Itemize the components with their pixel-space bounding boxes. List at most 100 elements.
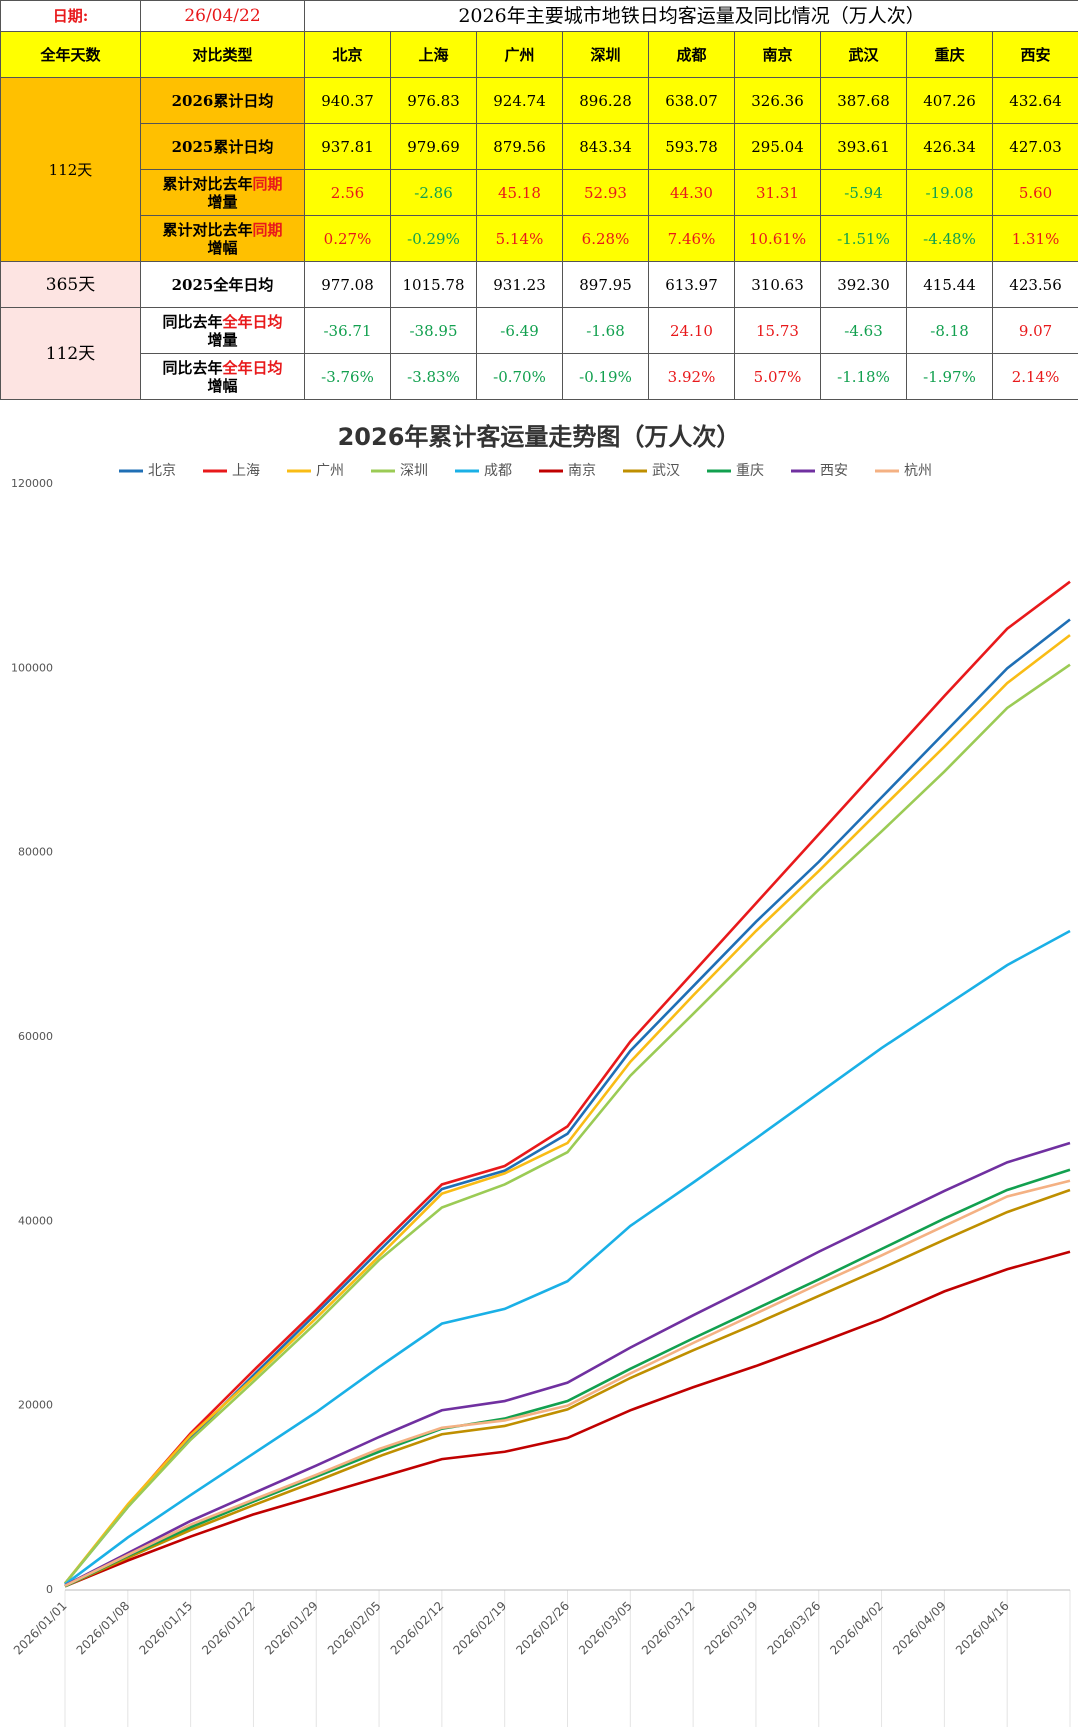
type-text: 同比去年 [162,313,222,331]
header-cell: 西安 [993,32,1078,78]
value-cell: 5.14% [477,216,563,262]
type-cell: 2026累计日均 [141,78,305,124]
series-line [65,1252,1070,1587]
type-text: 累计对比去年 [162,221,252,239]
value-cell: -4.63 [821,308,907,354]
header-cell: 北京 [305,32,391,78]
type-text: 全年日均 [223,359,283,377]
days-cell: 365天 [1,262,141,308]
value-cell: 979.69 [391,124,477,170]
legend-label: 西安 [820,463,848,479]
value-cell: 924.74 [477,78,563,124]
x-tick-label: 2026/01/08 [74,1599,133,1658]
header-cell: 武汉 [821,32,907,78]
type-text: 增幅 [207,239,237,257]
legend-label: 重庆 [736,463,764,479]
value-cell: 937.81 [305,124,391,170]
header-cell: 重庆 [907,32,993,78]
legend-label: 武汉 [652,463,680,479]
type-cell: 同比去年全年日均增量 [141,308,305,354]
value-cell: -4.48% [907,216,993,262]
header-cell: 广州 [477,32,563,78]
table-title: 2026年主要城市地铁日均客运量及同比情况（万人次） [305,1,1078,32]
value-cell: 593.78 [649,124,735,170]
type-text: 全年日均 [223,313,283,331]
x-tick-label: 2026/02/19 [450,1599,509,1658]
value-cell: 897.95 [563,262,649,308]
value-cell: 31.31 [735,170,821,216]
legend-label: 南京 [568,463,596,479]
header-cell: 南京 [735,32,821,78]
value-cell: 393.61 [821,124,907,170]
x-tick-label: 2026/01/22 [199,1599,258,1658]
y-tick-label: 120000 [11,477,53,490]
value-cell: -5.94 [821,170,907,216]
value-cell: -0.19% [563,354,649,400]
type-text: 2025全年日均 [172,276,274,294]
value-cell: -1.97% [907,354,993,400]
value-cell: 415.44 [907,262,993,308]
x-tick-label: 2026/03/05 [576,1599,635,1658]
value-cell: 387.68 [821,78,907,124]
value-cell: -0.29% [391,216,477,262]
value-cell: 44.30 [649,170,735,216]
date: 26/04/22 [141,1,305,32]
value-cell: -36.71 [305,308,391,354]
value-cell: 407.26 [907,78,993,124]
legend-label: 杭州 [904,463,932,479]
value-cell: 6.28% [563,216,649,262]
type-text: 同期 [253,221,283,239]
header-row: 全年天数对比类型北京上海广州深圳成都南京武汉重庆西安 [1,32,1078,78]
series-line [65,635,1070,1583]
x-tick-label: 2026/04/16 [953,1599,1012,1658]
legend-label: 深圳 [400,463,428,479]
value-cell: 1015.78 [391,262,477,308]
value-cell: 423.56 [993,262,1078,308]
series-line [65,931,1070,1584]
type-text: 2026累计日均 [172,92,274,110]
header-cell: 上海 [391,32,477,78]
type-cell: 同比去年全年日均增幅 [141,354,305,400]
chart-title: 2026年累计客运量走势图（万人次） [338,423,741,451]
y-tick-label: 60000 [18,1030,53,1043]
y-tick-label: 100000 [11,661,53,674]
value-cell: 2.14% [993,354,1078,400]
value-cell: 427.03 [993,124,1078,170]
y-tick-label: 80000 [18,846,53,859]
value-cell: 45.18 [477,170,563,216]
type-text: 增量 [207,331,237,349]
value-cell: -3.83% [391,354,477,400]
series-line [65,1170,1070,1587]
y-tick-label: 40000 [18,1214,53,1227]
series-line [65,582,1070,1584]
type-text: 同期 [253,175,283,193]
value-cell: 879.56 [477,124,563,170]
days-cell: 112天 [1,308,141,400]
value-cell: 432.64 [993,78,1078,124]
y-tick-label: 20000 [18,1399,53,1412]
type-text: 2025累计日均 [172,138,274,156]
value-cell: 310.63 [735,262,821,308]
x-tick-label: 2026/03/26 [765,1599,824,1658]
value-cell: 9.07 [993,308,1078,354]
value-cell: 843.34 [563,124,649,170]
type-cell: 累计对比去年同期增幅 [141,216,305,262]
table-title-row: 日期: 26/04/22 2026年主要城市地铁日均客运量及同比情况（万人次） [1,1,1078,32]
value-cell: 10.61% [735,216,821,262]
value-cell: -38.95 [391,308,477,354]
days-cell: 112天 [1,78,141,262]
value-cell: 392.30 [821,262,907,308]
type-cell: 2025累计日均 [141,124,305,170]
type-text: 累计对比去年 [162,175,252,193]
date-label: 日期: [1,1,141,32]
value-cell: -1.51% [821,216,907,262]
chart: 2026年累计客运量走势图（万人次） 020000400006000080000… [0,400,1078,1727]
value-cell: 326.36 [735,78,821,124]
value-cell: 613.97 [649,262,735,308]
legend-label: 北京 [148,463,176,479]
value-cell: -19.08 [907,170,993,216]
